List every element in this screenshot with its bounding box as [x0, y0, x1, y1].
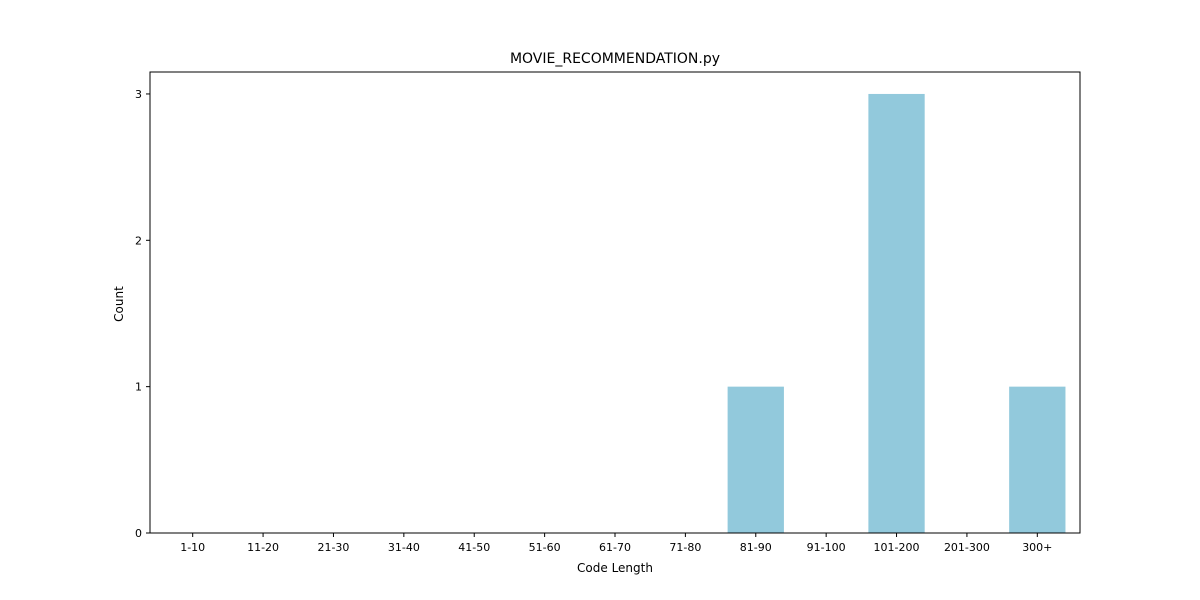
plot-frame	[149, 71, 1081, 534]
chart-title: MOVIE_RECOMMENDATION.py	[510, 51, 720, 67]
x-tick-label: 61-70	[599, 541, 631, 554]
y-tick-label: 1	[135, 381, 142, 394]
x-tick-label: 41-50	[458, 541, 490, 554]
y-axis-label: Count	[112, 286, 126, 322]
x-tick-label: 81-90	[740, 541, 772, 554]
x-tick-label: 91-100	[807, 541, 846, 554]
x-tick-label: 71-80	[669, 541, 701, 554]
bar-81-90	[727, 386, 784, 533]
y-tick-label: 3	[135, 88, 142, 101]
x-axis: 1-10 11-20 21-30 31-40 41-50 51-60 61-70 71-80 8…	[180, 533, 1052, 554]
x-tick-label: 51-60	[529, 541, 561, 554]
y-tick-label: 2	[135, 234, 142, 247]
x-tick-label: 300+	[1022, 541, 1052, 554]
bar-101-200	[868, 93, 925, 533]
y-axis: 0 1 2 3	[135, 88, 150, 540]
x-axis-label: Code Length	[577, 561, 653, 575]
bar-300+	[1009, 386, 1066, 533]
bars	[727, 93, 1066, 533]
x-tick-label: 31-40	[388, 541, 420, 554]
x-tick-label: 1-10	[180, 541, 205, 554]
x-tick-label: 21-30	[317, 541, 349, 554]
x-tick-label: 11-20	[247, 541, 279, 554]
y-tick-label: 0	[135, 527, 142, 540]
x-tick-label: 201-300	[944, 541, 990, 554]
x-tick-label: 101-200	[874, 541, 920, 554]
